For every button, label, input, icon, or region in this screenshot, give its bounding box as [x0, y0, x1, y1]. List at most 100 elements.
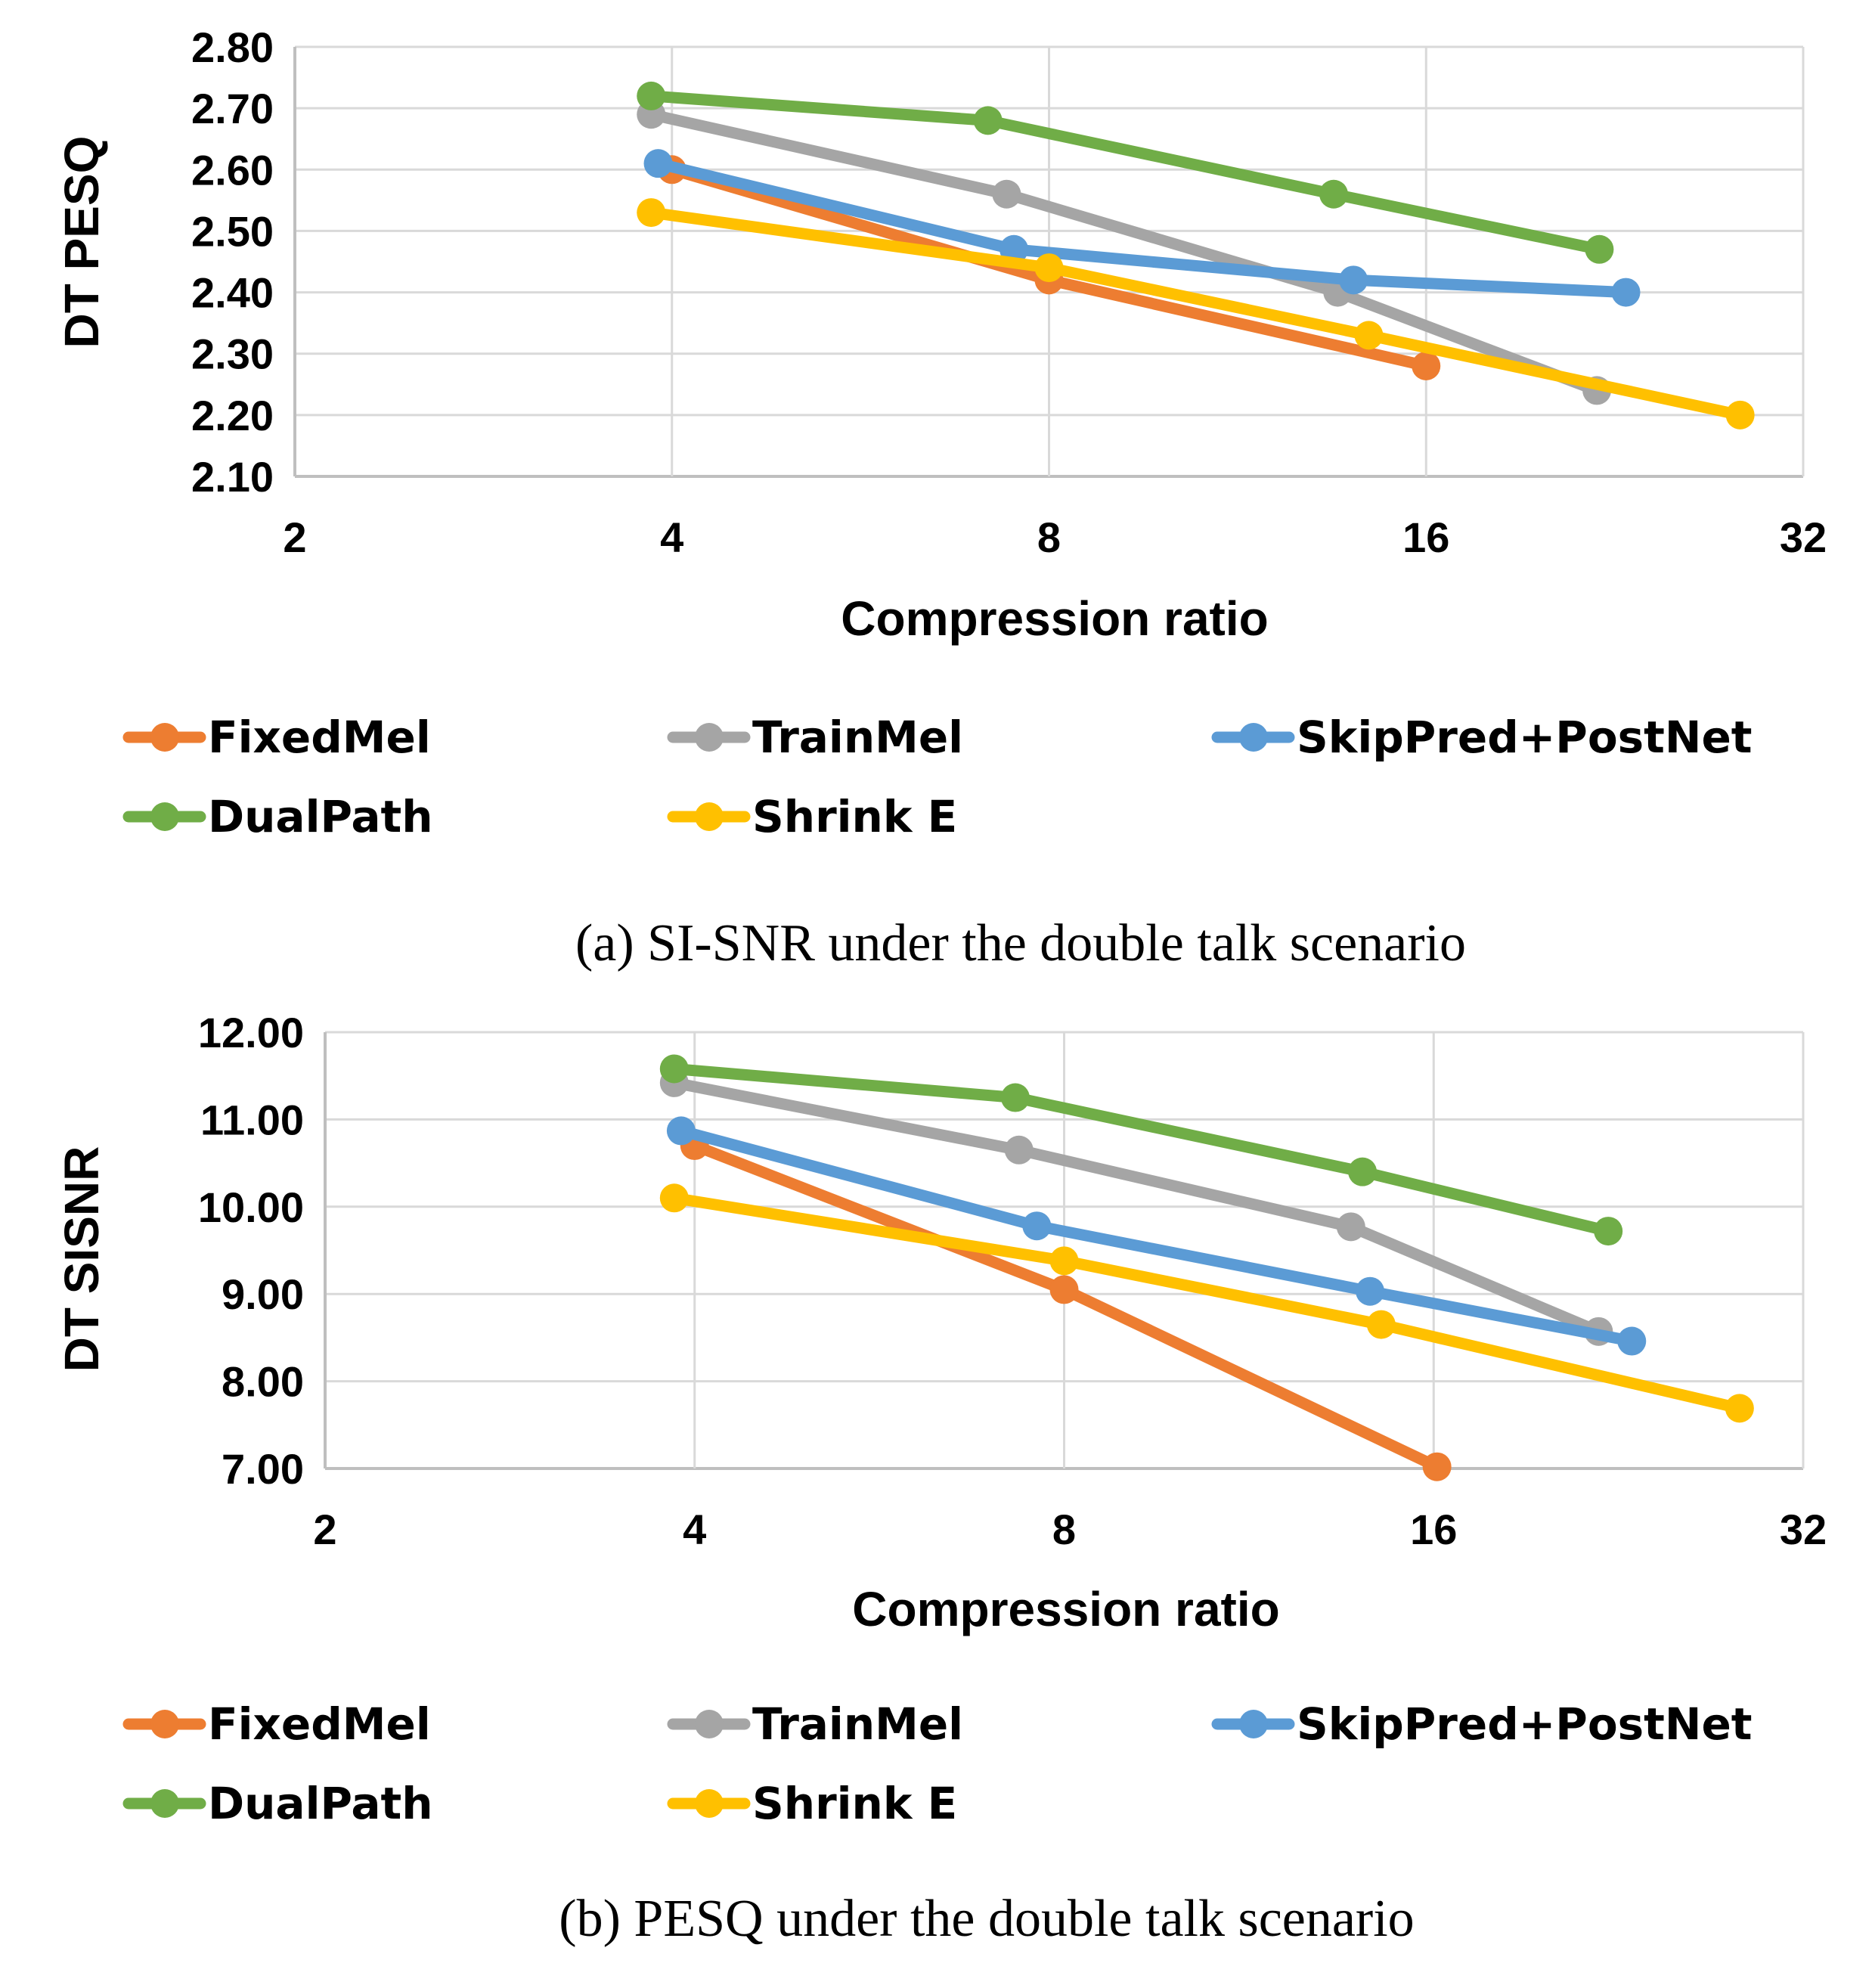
y-tick-label: 2.40 [191, 269, 274, 317]
legend-label: Shrink E [752, 791, 957, 842]
legend-item: TrainMel [667, 1698, 963, 1750]
data-point [973, 106, 1003, 135]
legend-swatch-marker [150, 1710, 179, 1738]
y-tick-label: 9.00 [222, 1270, 304, 1318]
chart-a-y-axis-title: DT PESQ [54, 136, 109, 349]
chart-a: 2.10 2.20 2.30 2.40 2.50 2.60 2.70 2.80 2 4 8 16 32… [54, 23, 1827, 972]
series-line [645, 108, 1603, 396]
data-point [1022, 1211, 1052, 1241]
legend-item: TrainMel [667, 712, 963, 763]
data-point [1585, 234, 1614, 264]
data-point [1366, 1310, 1396, 1339]
legend-swatch-marker [1239, 1710, 1268, 1738]
data-point [1034, 253, 1064, 283]
legend-item: FixedMel [122, 712, 431, 763]
y-tick-label: 2.60 [191, 146, 274, 194]
legend-item: SkipPred+PostNet [1211, 1698, 1753, 1750]
data-point [1004, 1135, 1034, 1165]
data-point [1725, 400, 1755, 430]
data-point [1356, 1276, 1385, 1306]
chart-a-series [637, 81, 1755, 430]
y-tick-label: 11.00 [200, 1096, 304, 1143]
chart-a-x-axis-title: Compression ratio [841, 591, 1268, 646]
series-line [645, 90, 1605, 256]
x-tick-label: 16 [1402, 513, 1449, 561]
legend-label: TrainMel [752, 1698, 963, 1750]
legend-label: DualPath [208, 791, 433, 842]
legend-swatch-marker [695, 723, 724, 752]
chart-b-y-tick-labels: 7.00 8.00 9.00 10.00 11.00 12.00 [198, 1009, 304, 1493]
legend-item: DualPath [122, 791, 433, 842]
legend-item: Shrink E [667, 791, 957, 842]
series-line [675, 1124, 1638, 1347]
series-line [668, 1077, 1604, 1338]
chart-b-series [659, 1054, 1754, 1481]
chart-a-legend: FixedMel TrainMel SkipPred+PostNet DualPath… [122, 712, 1753, 842]
y-tick-label: 2.30 [191, 330, 274, 378]
data-point [1594, 1217, 1623, 1246]
y-tick-label: 2.10 [191, 453, 274, 501]
chart-a-x-tick-labels: 2 4 8 16 32 [283, 513, 1827, 561]
legend-swatch-marker [695, 1789, 724, 1818]
data-point [1617, 1326, 1647, 1356]
legend-item: FixedMel [122, 1698, 431, 1750]
chart-b-gridlines [324, 1031, 1805, 1470]
data-point [637, 198, 666, 228]
chart-b-legend: FixedMel TrainMel SkipPred+PostNet DualPath… [122, 1698, 1753, 1829]
x-tick-label: 32 [1780, 1506, 1827, 1553]
data-point [1611, 278, 1641, 307]
legend-item: DualPath [122, 1778, 433, 1829]
data-point [1339, 265, 1368, 295]
chart-a-caption: (a) SI-SNR under the double talk scenari… [575, 914, 1466, 972]
data-point [643, 149, 673, 178]
data-point [1000, 1083, 1030, 1112]
legend-label: Shrink E [752, 1778, 957, 1829]
chart-b: 7.00 8.00 9.00 10.00 11.00 12.00 2 4 8 16 32 DT S… [54, 1009, 1827, 1948]
x-tick-label: 8 [1052, 1506, 1076, 1553]
legend-label: SkipPred+PostNet [1297, 712, 1753, 763]
y-tick-label: 10.00 [198, 1183, 304, 1231]
legend-swatch-marker [150, 1789, 179, 1818]
series-line [652, 157, 1632, 299]
data-point [1049, 1275, 1079, 1304]
legend-label: SkipPred+PostNet [1297, 1698, 1753, 1750]
chart-b-caption: (b) PESQ under the double talk scenario [559, 1890, 1414, 1948]
chart-a-y-tick-labels: 2.10 2.20 2.30 2.40 2.50 2.60 2.70 2.80 [191, 23, 274, 501]
legend-label: DualPath [208, 1778, 433, 1829]
data-point [992, 179, 1021, 209]
legend-item: Shrink E [667, 1778, 957, 1829]
x-tick-label: 2 [283, 513, 306, 561]
series-shrink-e [659, 1183, 1754, 1423]
legend-swatch-marker [695, 1710, 724, 1738]
data-point [1422, 1452, 1452, 1481]
legend-swatch-marker [150, 723, 179, 752]
series-skippred-postnet [666, 1116, 1647, 1356]
y-tick-label: 2.70 [191, 85, 274, 132]
data-point [1049, 1246, 1079, 1276]
y-tick-label: 8.00 [222, 1358, 304, 1406]
series-line [668, 1192, 1746, 1414]
series-trainmel [637, 100, 1612, 405]
y-tick-label: 2.80 [191, 23, 274, 71]
y-tick-label: 7.00 [222, 1445, 304, 1493]
data-point [637, 81, 666, 110]
data-point [1336, 1212, 1365, 1242]
data-point [659, 1054, 689, 1084]
x-tick-label: 8 [1037, 513, 1061, 561]
x-tick-label: 2 [313, 1506, 336, 1553]
chart-b-x-tick-labels: 2 4 8 16 32 [313, 1506, 1827, 1553]
data-point [1319, 179, 1349, 209]
data-point [666, 1116, 696, 1146]
legend-label: FixedMel [208, 712, 431, 763]
legend-swatch-marker [695, 802, 724, 831]
series-line [645, 206, 1746, 421]
series-dualpath [659, 1054, 1623, 1246]
chart-b-x-axis-title: Compression ratio [852, 1582, 1279, 1636]
legend-label: TrainMel [752, 712, 963, 763]
series-dualpath [637, 81, 1614, 264]
data-point [1725, 1394, 1754, 1423]
legend-label: FixedMel [208, 1698, 431, 1750]
legend-item: SkipPred+PostNet [1211, 712, 1753, 763]
